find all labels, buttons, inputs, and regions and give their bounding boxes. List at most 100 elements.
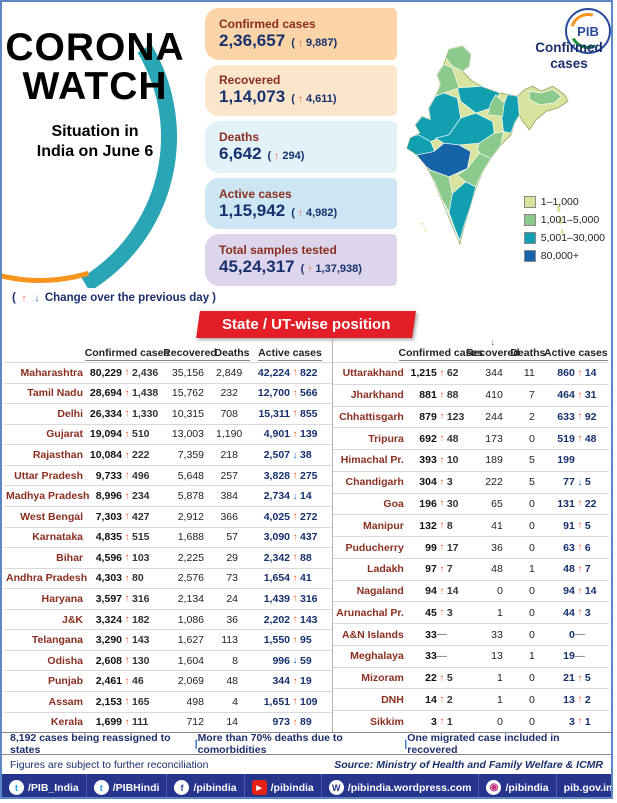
table-row: Manipur 132 ↑ 8 41 0 91 ↑ 5: [332, 514, 609, 536]
recovered-cell: 36: [491, 541, 503, 554]
up-arrow-icon: ↑: [292, 511, 298, 523]
confirmed-delta: 182: [132, 613, 150, 626]
stat-box-active-cases: Active cases 1,15,942 ( ↑ 4,982): [205, 177, 397, 230]
pib-logo: PIB: [565, 8, 611, 54]
active-delta: 95: [300, 634, 312, 647]
active-delta: 437: [300, 531, 318, 544]
up-arrow-icon: ↑: [577, 498, 583, 510]
up-arrow-icon: ↑: [297, 207, 303, 219]
page-title-line2: WATCH: [22, 65, 168, 108]
legend-range: 5,001–30,000: [540, 232, 605, 244]
active-value: 63: [563, 541, 575, 554]
footer-link-pib-gov-in[interactable]: pib.gov.in: [555, 774, 611, 797]
state-name: Himachal Pr.: [340, 454, 404, 467]
recovered-cell: 41: [491, 519, 503, 532]
footnotes-bar: 8,192 cases being reassigned to states | M…: [2, 731, 611, 756]
active-cell: 1,550 ↑ 95: [250, 634, 330, 646]
up-arrow-icon: ↑: [292, 572, 298, 584]
confirmed-value: 99: [425, 541, 437, 554]
stat-label: Deaths: [219, 129, 260, 144]
up-arrow-icon: ↑: [124, 675, 130, 687]
active-delta: 19: [300, 675, 312, 688]
table-right-half: Confirmed cases ↓ Recovered Deaths Activ…: [331, 338, 609, 732]
active-value: 13: [563, 693, 575, 706]
confirmed-value: 132: [419, 519, 437, 532]
legend-swatch: [523, 214, 536, 226]
deaths-cell: 11: [523, 367, 535, 380]
deaths-cell: 0: [528, 541, 535, 554]
table-row: Meghalaya 33—13 1 19—: [332, 644, 609, 667]
confirmed-value: 8,996: [95, 490, 122, 503]
state-name: Maharashtra: [20, 366, 83, 379]
confirmed-value: 4,303: [95, 572, 122, 585]
page-title-line1: CORONA: [5, 26, 185, 69]
header-confirmed-cases: Confirmed cases: [398, 347, 484, 361]
active-delta: 566: [300, 387, 318, 400]
footer-link-pibindia[interactable]: ▶/pibindia: [243, 774, 321, 797]
youtube-icon: ▶: [251, 780, 267, 795]
confirmed-value: 1,699: [95, 716, 122, 729]
confirmed-cell: 132 ↑ 8: [409, 520, 473, 532]
active-cell: 63 ↑ 6: [543, 542, 609, 554]
table-row: Delhi 26,334 ↑ 1,330 10,315 708 15,311 ↑ 855: [4, 403, 332, 424]
state-name: Meghalaya: [350, 650, 404, 663]
footer-link-pibindia-wordpress-com[interactable]: W/pibindia.wordpress.com: [320, 774, 479, 797]
up-arrow-icon: ↑: [292, 696, 298, 708]
recovered-cell: 2,576: [177, 572, 204, 585]
up-arrow-icon: ↑: [124, 614, 130, 626]
active-delta: 272: [300, 510, 318, 523]
active-value: 1,654: [263, 572, 290, 585]
table-row: DNH 14 ↑ 2 1 0 13 ↑ 2: [332, 688, 609, 710]
deaths-cell: 5: [528, 454, 535, 467]
up-arrow-icon: ↑: [124, 511, 130, 523]
state-name: Rajasthan: [32, 449, 83, 462]
footnote: One migrated case included in recovered: [407, 731, 560, 756]
confirmed-cell: 97 ↑ 7: [409, 563, 473, 575]
active-delta: 822: [300, 366, 318, 379]
banner-row: State / UT-wise position: [2, 308, 611, 340]
no-change-dash: —: [436, 650, 447, 662]
up-arrow-icon: ↑: [439, 563, 445, 575]
up-arrow-icon: ↑: [577, 585, 583, 597]
up-arrow-icon: ↑: [577, 542, 583, 553]
table-left-header: Confirmed cases Recovered Deaths Active …: [4, 340, 332, 362]
active-value: 3,090: [263, 531, 290, 544]
state-name: Nagaland: [356, 585, 404, 598]
footer-link-pibindia[interactable]: ◉/pibindia: [478, 774, 555, 797]
up-arrow-icon: ↑: [292, 593, 298, 605]
active-cell: 1,654 ↑ 41: [250, 572, 330, 584]
footer-link-pibindia[interactable]: f/pibindia: [166, 774, 243, 797]
state-name: Haryana: [41, 592, 83, 605]
up-arrow-icon: ↑: [439, 367, 445, 379]
footer-link-pibhindi[interactable]: t/PIBHindi: [85, 774, 167, 797]
active-cell: 19—: [543, 650, 609, 662]
confirmed-cell: 8,996 ↑ 234: [88, 490, 166, 502]
recovered-cell: 48: [491, 563, 503, 576]
stat-value: 45,24,317: [219, 257, 295, 277]
up-arrow-icon: ↑: [292, 634, 298, 646]
state-name: Mizoram: [361, 672, 404, 685]
active-value: 77: [563, 476, 575, 489]
up-arrow-icon: ↑: [577, 520, 583, 532]
table-row: A&N Islands 33—33 0 0—: [332, 623, 609, 645]
recovered-cell: 13: [491, 650, 503, 663]
confirmed-cell: 19,094 ↑ 510: [88, 428, 166, 440]
confirmed-delta: 427: [132, 510, 150, 523]
active-value: 199: [557, 454, 575, 467]
recovered-cell: 0: [496, 715, 503, 728]
table-row: Chhattisgarh 879 ↑ 123 244 2 633 ↑ 92: [332, 405, 609, 428]
recovered-cell: 189: [485, 454, 503, 467]
active-cell: 973 ↑ 89: [250, 716, 330, 728]
footer-link-pib-india[interactable]: t/PIB_India: [2, 774, 86, 797]
active-value: 2,342: [263, 551, 290, 564]
separator: |: [404, 737, 408, 750]
confirmed-value: 9,733: [95, 469, 122, 482]
state-name: Uttar Pradesh: [14, 469, 83, 482]
state-name: Uttarakhand: [342, 367, 404, 380]
confirmed-value: 4,596: [95, 551, 122, 564]
footer-label: /pibindia: [505, 781, 549, 794]
active-value: 91: [563, 519, 575, 532]
up-arrow-icon: ↑: [439, 454, 445, 466]
footnote: 8,192 cases being reassigned to states: [10, 731, 171, 756]
recovered-cell: 344: [485, 367, 503, 380]
